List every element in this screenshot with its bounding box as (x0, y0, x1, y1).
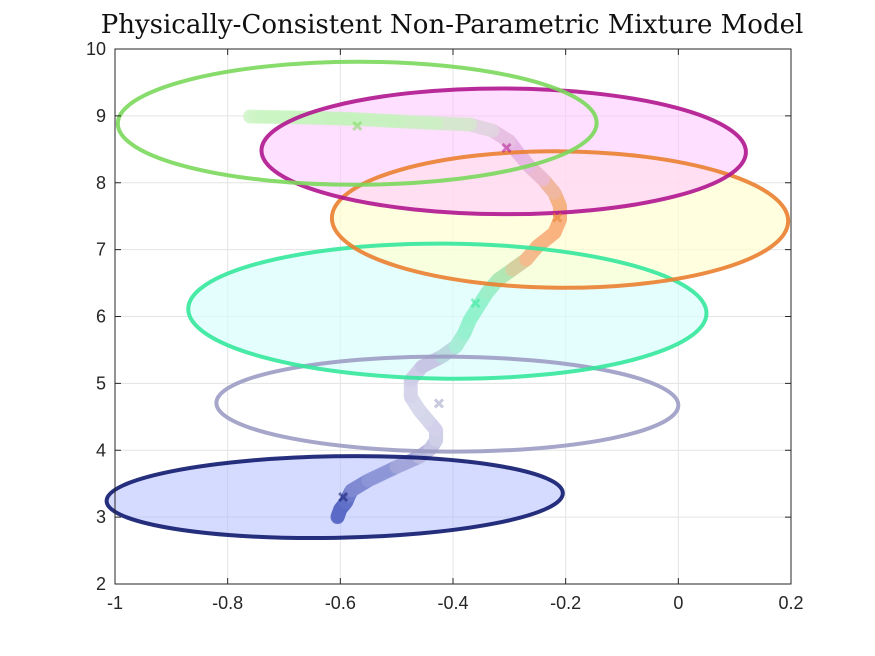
y-tick-label: 2 (96, 574, 106, 594)
y-tick-label: 4 (96, 440, 106, 460)
y-tick-label: 8 (96, 173, 106, 193)
y-axis-ticks: 2 3 4 5 6 7 8 9 10 (86, 39, 791, 594)
y-tick-label: 6 (96, 307, 106, 327)
component-center-marker-1 (338, 492, 349, 503)
x-tick-label: -0.8 (212, 593, 243, 613)
trajectory (243, 109, 568, 525)
gmm-component-outline-2 (214, 354, 681, 454)
gmm-component-fills (106, 88, 789, 539)
component-center-marker-2 (433, 398, 444, 409)
y-tick-label: 7 (96, 240, 106, 260)
y-tick-label: 10 (86, 39, 106, 59)
gmm-component-outline-5 (259, 86, 748, 217)
component-center-marker-3 (470, 298, 481, 309)
trajectory-point (243, 109, 258, 124)
x-tick-label: 0 (673, 593, 683, 613)
x-tick-label: -0.6 (325, 593, 356, 613)
x-tick-label: -0.2 (550, 593, 581, 613)
gmm-component-outline-1 (104, 454, 565, 541)
y-tick-label: 5 (96, 373, 106, 393)
gmm-component-outlines (104, 59, 791, 541)
component-center-marker-4 (552, 212, 563, 223)
gmm-component-outline-6 (115, 59, 599, 187)
y-tick-label: 3 (96, 507, 106, 527)
chart-title: Physically-Consistent Non-Parametric Mix… (101, 10, 804, 40)
gmm-component-outline-3 (186, 241, 709, 381)
component-center-marker-5 (501, 142, 512, 154)
component-center-markers (338, 120, 563, 503)
component-center-marker-6 (352, 120, 363, 131)
gmm-component-outline-4 (329, 149, 791, 290)
gmm-component-fill-1 (106, 456, 563, 539)
x-tick-label: -1 (107, 593, 123, 613)
x-tick-label: -0.4 (437, 593, 468, 613)
y-tick-label: 9 (96, 106, 106, 126)
x-axis-ticks: -1 -0.8 -0.6 -0.4 -0.2 0 0.2 (107, 49, 804, 613)
x-tick-label: 0.2 (778, 593, 803, 613)
